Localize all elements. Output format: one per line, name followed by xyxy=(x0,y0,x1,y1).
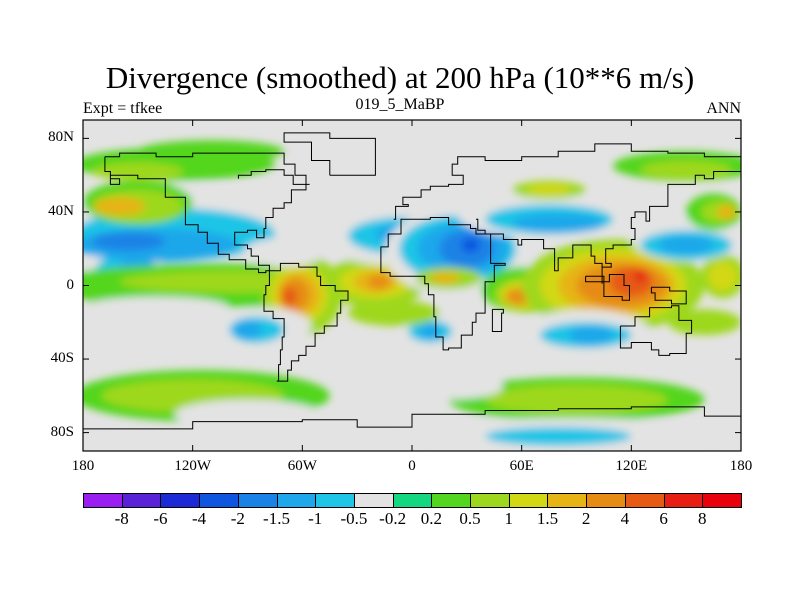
colorbar-swatch xyxy=(160,493,201,508)
contour-region xyxy=(461,237,480,253)
contour-region xyxy=(348,300,440,326)
colorbar-label: -1 xyxy=(308,509,323,528)
coastline xyxy=(650,286,687,305)
colorbar-label: 8 xyxy=(698,509,707,528)
lat-tick-label: 80N xyxy=(48,129,74,146)
contour-region xyxy=(609,267,654,297)
colorbar-label: 0.5 xyxy=(459,509,481,528)
colorbar-swatch xyxy=(547,493,588,508)
lon-tick-label: 60W xyxy=(287,458,317,474)
contour-region xyxy=(527,184,572,196)
contour-region xyxy=(282,287,297,306)
colorbar-swatch xyxy=(663,493,704,508)
contour-region xyxy=(137,140,285,163)
colorbar-label: -2 xyxy=(230,509,245,528)
contour-region xyxy=(708,261,738,292)
lon-tick-label: 120W xyxy=(174,458,211,474)
coastline xyxy=(237,169,310,185)
plot-title: Divergence (smoothed) at 200 hPa (10**6 … xyxy=(105,60,695,95)
contour-region xyxy=(232,320,263,339)
contour-region xyxy=(83,296,230,319)
colorbar-label: 1 xyxy=(504,509,514,528)
colorbar-swatch xyxy=(353,493,394,508)
contour-region xyxy=(93,197,146,216)
lon-tick-label: 0 xyxy=(408,458,416,474)
colorbar-swatch xyxy=(508,493,549,508)
colorbar-label: 0.2 xyxy=(420,509,442,528)
contour-region xyxy=(634,270,646,282)
coastline xyxy=(491,308,504,332)
contour-region xyxy=(243,237,325,268)
contour-region xyxy=(485,427,632,446)
contour-region xyxy=(92,232,166,251)
colorbar-swatch xyxy=(276,493,317,508)
colorbar-swatch xyxy=(392,493,433,508)
colorbar-label: 4 xyxy=(620,509,630,528)
colorbar-swatch xyxy=(624,493,665,508)
coastline xyxy=(585,274,630,301)
coastline xyxy=(263,262,349,382)
contour-region xyxy=(368,274,391,290)
colorbar-label: -4 xyxy=(192,509,207,528)
contour-region xyxy=(174,399,321,429)
colorbar-label: -0.5 xyxy=(340,509,368,528)
lon-tick-label: 180 xyxy=(71,458,95,474)
coastline xyxy=(476,166,741,284)
coastline xyxy=(619,305,693,356)
contour-region xyxy=(512,213,604,233)
coastline xyxy=(393,143,741,220)
contour-region xyxy=(667,309,741,336)
contour-region xyxy=(658,235,714,255)
colorbar-swatch xyxy=(237,493,278,508)
lat-tick-label: 80S xyxy=(50,423,74,440)
colorbar-swatch xyxy=(702,493,742,508)
colorbar-swatch xyxy=(121,493,162,508)
colorbar-label: -1.5 xyxy=(263,509,290,528)
lat-tick-label: 40S xyxy=(50,350,74,367)
lon-tick-label: 180 xyxy=(729,458,753,474)
colorbar-label: 1.5 xyxy=(536,509,559,528)
colorbar-swatch xyxy=(83,493,123,508)
colorbar-label: -0.2 xyxy=(379,509,407,528)
colorbar-swatch xyxy=(315,493,355,508)
coastline xyxy=(283,132,376,176)
colorbar-label: 2 xyxy=(581,509,591,528)
coastline xyxy=(104,152,307,274)
colorbar-label: 6 xyxy=(659,509,668,528)
colorbar-label: -8 xyxy=(114,509,129,528)
contour-region xyxy=(485,384,668,415)
coastline xyxy=(380,217,506,351)
experiment-label: Expt = tfkee xyxy=(83,100,163,117)
lat-tick-label: 40N xyxy=(48,202,74,219)
lon-tick-label: 120E xyxy=(615,458,648,474)
coastline xyxy=(83,406,741,430)
season-label: ANN xyxy=(706,100,741,117)
lon-tick-label: 60E xyxy=(509,458,534,474)
colorbar-swatch xyxy=(586,493,626,508)
contour-region xyxy=(393,373,504,400)
contour-region xyxy=(717,204,736,220)
lat-tick-label: 0 xyxy=(66,276,75,293)
contour-region xyxy=(430,272,460,284)
contour-region xyxy=(92,162,184,181)
colorbar-swatch xyxy=(431,493,472,508)
colorbar-label: -6 xyxy=(153,509,168,528)
case-label: 019_5_MaBP xyxy=(355,96,445,113)
colorbar-swatch xyxy=(470,493,510,508)
contour-region xyxy=(640,160,732,179)
contour-region xyxy=(569,325,614,345)
colorbar-swatch xyxy=(199,493,239,508)
